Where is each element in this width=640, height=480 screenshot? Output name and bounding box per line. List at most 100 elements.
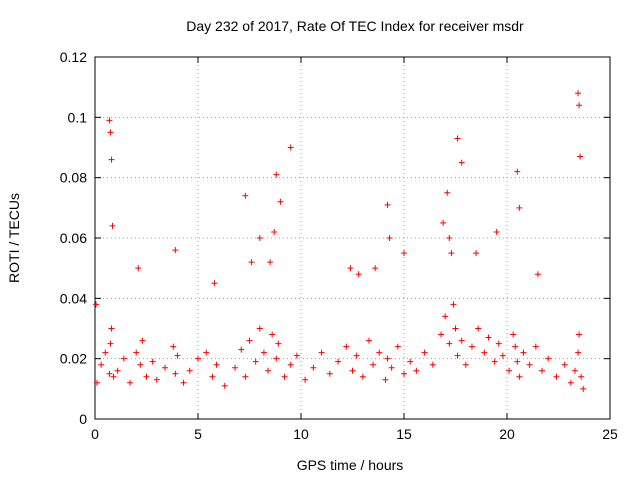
data-point [382,376,389,383]
data-point [107,340,114,347]
data-point [365,337,372,344]
data-point [495,340,502,347]
data-point [491,358,498,365]
data-point [273,171,280,178]
y-tick-label: 0.04 [60,290,87,306]
data-point [481,349,488,356]
data-point [576,102,583,109]
x-tick-label: 20 [499,426,515,442]
data-point [242,373,249,380]
data-point [567,379,574,386]
data-point [153,376,160,383]
data-point [149,358,156,365]
data-point [446,235,453,241]
data-point [170,343,177,350]
data-point [269,331,276,338]
data-point [506,367,513,374]
data-point [413,367,420,374]
data-point [195,355,201,362]
data-point [372,265,379,272]
data-point [293,352,300,359]
data-points [93,90,587,392]
data-point [512,343,519,350]
data-point [287,144,294,151]
data-point [318,349,325,356]
data-point [454,135,461,142]
axis-tick-labels: 0 5 10 15 20 25 0 0.02 0.04 0.06 0.08 0.1 0.12 [60,49,618,442]
data-point [137,361,144,368]
data-point [127,379,134,386]
data-point [475,325,482,332]
data-point [353,352,360,359]
data-point [242,192,249,199]
data-point [539,367,546,374]
data-point [114,367,121,374]
data-point [429,361,436,368]
data-point [534,271,541,278]
data-point [384,355,391,362]
data-point [102,349,109,356]
data-point [520,349,527,356]
data-point [133,349,140,356]
y-axis-label: ROTI / TECUs [6,193,22,283]
data-point [473,250,480,257]
data-point [545,355,552,362]
plot-frame [94,56,611,420]
data-point [407,358,414,365]
data-point [186,367,193,374]
y-tick-label: 0.12 [60,49,87,65]
y-tick-label: 0 [79,411,87,427]
data-point [454,352,461,359]
data-point [172,247,179,254]
data-point [576,331,583,338]
data-point [94,379,101,386]
data-point [440,219,447,226]
data-point [376,349,383,356]
y-tick-label: 0.08 [60,170,87,186]
axis-ticks [94,56,611,420]
data-point [248,259,255,266]
data-point [120,355,127,362]
data-point [349,367,356,374]
data-point [359,373,366,380]
data-point [93,301,100,308]
data-point [516,373,523,380]
data-point [421,349,428,356]
data-point [135,265,142,272]
data-point [347,265,354,272]
data-point [174,352,181,359]
data-point [273,355,280,362]
data-point [110,373,117,380]
data-point [281,373,288,380]
data-point [468,343,475,350]
data-point [386,235,393,241]
data-point [256,325,263,332]
data-point [267,259,274,266]
data-point [578,373,585,380]
y-tick-label: 0.02 [60,351,87,367]
data-point [302,376,309,383]
data-point [162,364,169,371]
data-point [277,198,284,205]
data-point [211,280,218,287]
data-point [108,156,115,163]
data-point [438,331,445,338]
data-point [577,153,584,160]
data-point [394,343,401,350]
data-point [252,358,259,365]
data-point [444,189,451,196]
data-point [514,358,521,365]
data-point [514,168,521,175]
y-tick-label: 0.1 [68,109,88,125]
data-point [485,334,492,341]
data-point [462,361,469,368]
data-point [265,367,272,374]
x-tick-label: 10 [293,426,309,442]
data-point [232,364,239,371]
data-point [260,349,267,356]
x-axis-label: GPS time / hours [297,457,404,473]
data-point [343,343,350,350]
data-point [575,349,582,356]
data-point [172,370,179,377]
